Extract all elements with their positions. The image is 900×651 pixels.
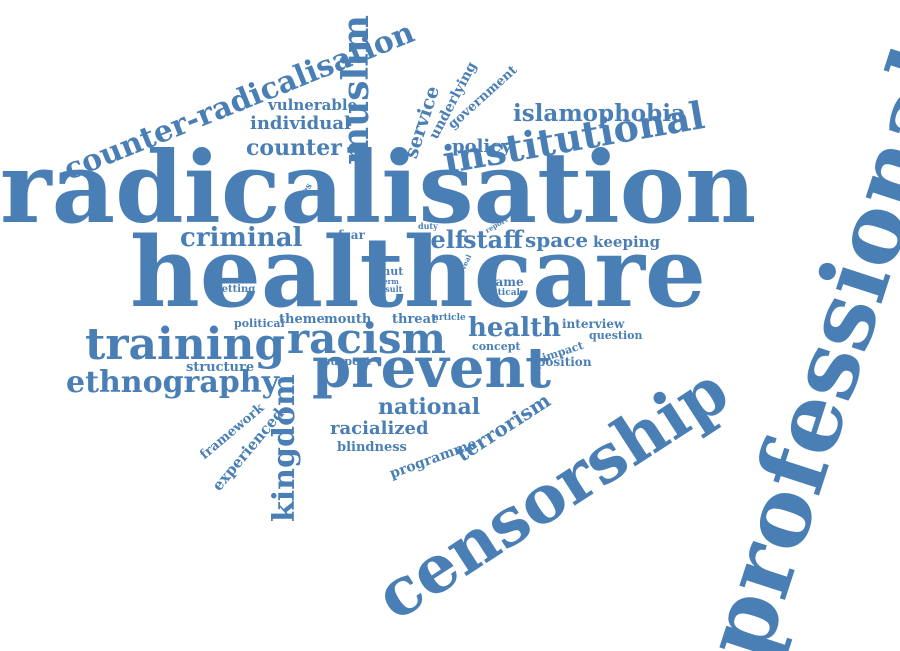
word-able: able — [378, 243, 385, 258]
word-healthcare: healthcare — [130, 216, 706, 329]
word-suspect: suspect — [324, 355, 371, 368]
word-criminal: criminal — [180, 223, 303, 253]
word-duty: duty — [418, 221, 438, 231]
word-blindness: blindness — [337, 440, 407, 455]
word-counter: counter — [246, 135, 342, 161]
word-racism: racism — [287, 314, 446, 363]
word-colour: colour — [419, 261, 429, 290]
word-prevent: prevent — [312, 335, 552, 401]
word-racialized: racialized — [330, 418, 429, 439]
word-professional: professional — [682, 34, 900, 651]
word-self: self — [417, 225, 466, 254]
word-policy: policy — [452, 136, 512, 157]
word-question: question — [589, 329, 643, 342]
word-vulnerable: vulnerable — [268, 96, 358, 114]
word-ethnography: ethnography — [66, 365, 280, 400]
word-article: article — [433, 313, 466, 323]
word-threat: threat — [392, 312, 438, 327]
word-result: result — [376, 284, 403, 294]
word-political: political — [234, 317, 285, 330]
word-theme: theme — [279, 312, 325, 327]
word-concept: concept — [472, 340, 521, 353]
word-radicalisation: radicalisation — [0, 131, 757, 246]
word-position: position — [537, 355, 592, 369]
word-space: space — [525, 228, 589, 252]
word-term: term — [380, 277, 399, 286]
word-kingdom: kingdom — [267, 374, 302, 522]
word-health: health — [468, 313, 562, 343]
word-national: national — [378, 394, 481, 420]
word-interview: interview — [562, 317, 625, 331]
word-fear: fear — [338, 228, 365, 242]
word-structure: structure — [186, 360, 255, 375]
word-keeping: keeping — [593, 233, 661, 251]
word-setting: setting — [216, 284, 256, 295]
word-islamophobia: islamophobia — [513, 100, 686, 127]
word-critical: critical — [484, 288, 520, 298]
word-mouth: mouth — [324, 312, 372, 327]
word-staff: staff — [463, 225, 523, 254]
word-frame: frame — [484, 275, 524, 289]
word-training: training — [85, 319, 286, 370]
word-shut: shut — [376, 265, 404, 278]
word-individual: individual — [250, 113, 351, 134]
word-muslim: muslim — [335, 15, 377, 165]
